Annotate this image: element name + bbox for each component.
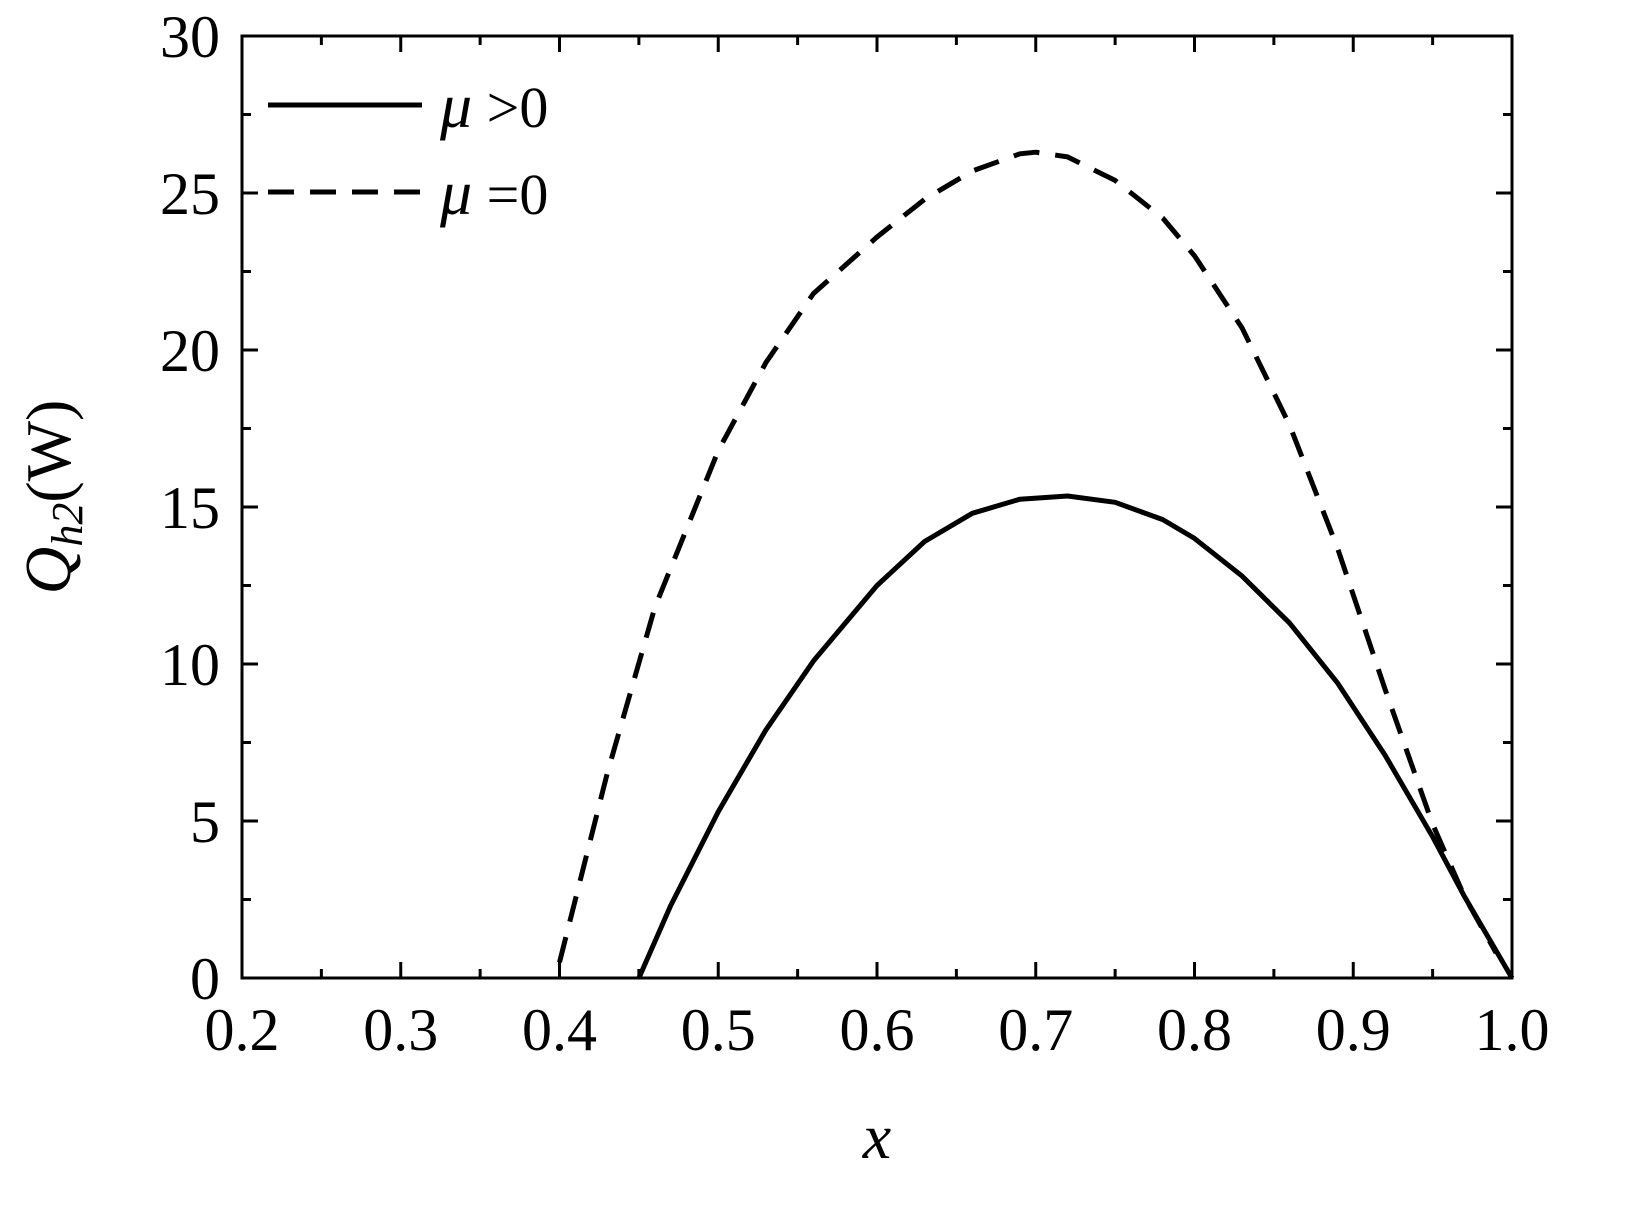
y-tick-label: 20 (160, 318, 220, 384)
x-axis-label: x (862, 1101, 891, 1172)
axis-ticks (240, 34, 1514, 980)
x-tick-label: 0.6 (840, 997, 915, 1063)
y-tick-label: 5 (190, 789, 220, 855)
series-line-solid (636, 493, 1515, 980)
x-tick-label: 0.4 (522, 997, 597, 1063)
plot-frame (240, 34, 1514, 980)
series-line-dashed (557, 149, 1499, 963)
x-tick-label: 0.9 (1316, 997, 1391, 1063)
y-tick-label: 0 (190, 946, 220, 1012)
y-tick-labels: 0 5 10 15 20 25 30 (160, 4, 220, 1012)
y-tick-label: 15 (160, 475, 220, 541)
legend: μ >0 μ =0 (268, 70, 548, 228)
legend-label-mu-zero: μ =0 (439, 157, 548, 228)
x-tick-label: 0.5 (681, 997, 756, 1063)
x-tick-label: 0.3 (363, 997, 438, 1063)
x-tick-label: 1.0 (1475, 997, 1550, 1063)
y-tick-label: 30 (160, 4, 220, 70)
x-tick-label: 0.7 (998, 997, 1073, 1063)
x-tick-label: 0.8 (1157, 997, 1232, 1063)
x-tick-label: 0.2 (205, 997, 280, 1063)
legend-label-mu-positive: μ >0 (439, 70, 548, 141)
y-tick-label: 10 (160, 632, 220, 698)
x-tick-labels: 0.2 0.3 0.4 0.5 0.6 0.7 0.8 0.9 1.0 (205, 997, 1550, 1063)
y-tick-label: 25 (160, 161, 220, 227)
series-lines (557, 149, 1515, 980)
y-axis-label: Qh2(W) (12, 400, 92, 595)
